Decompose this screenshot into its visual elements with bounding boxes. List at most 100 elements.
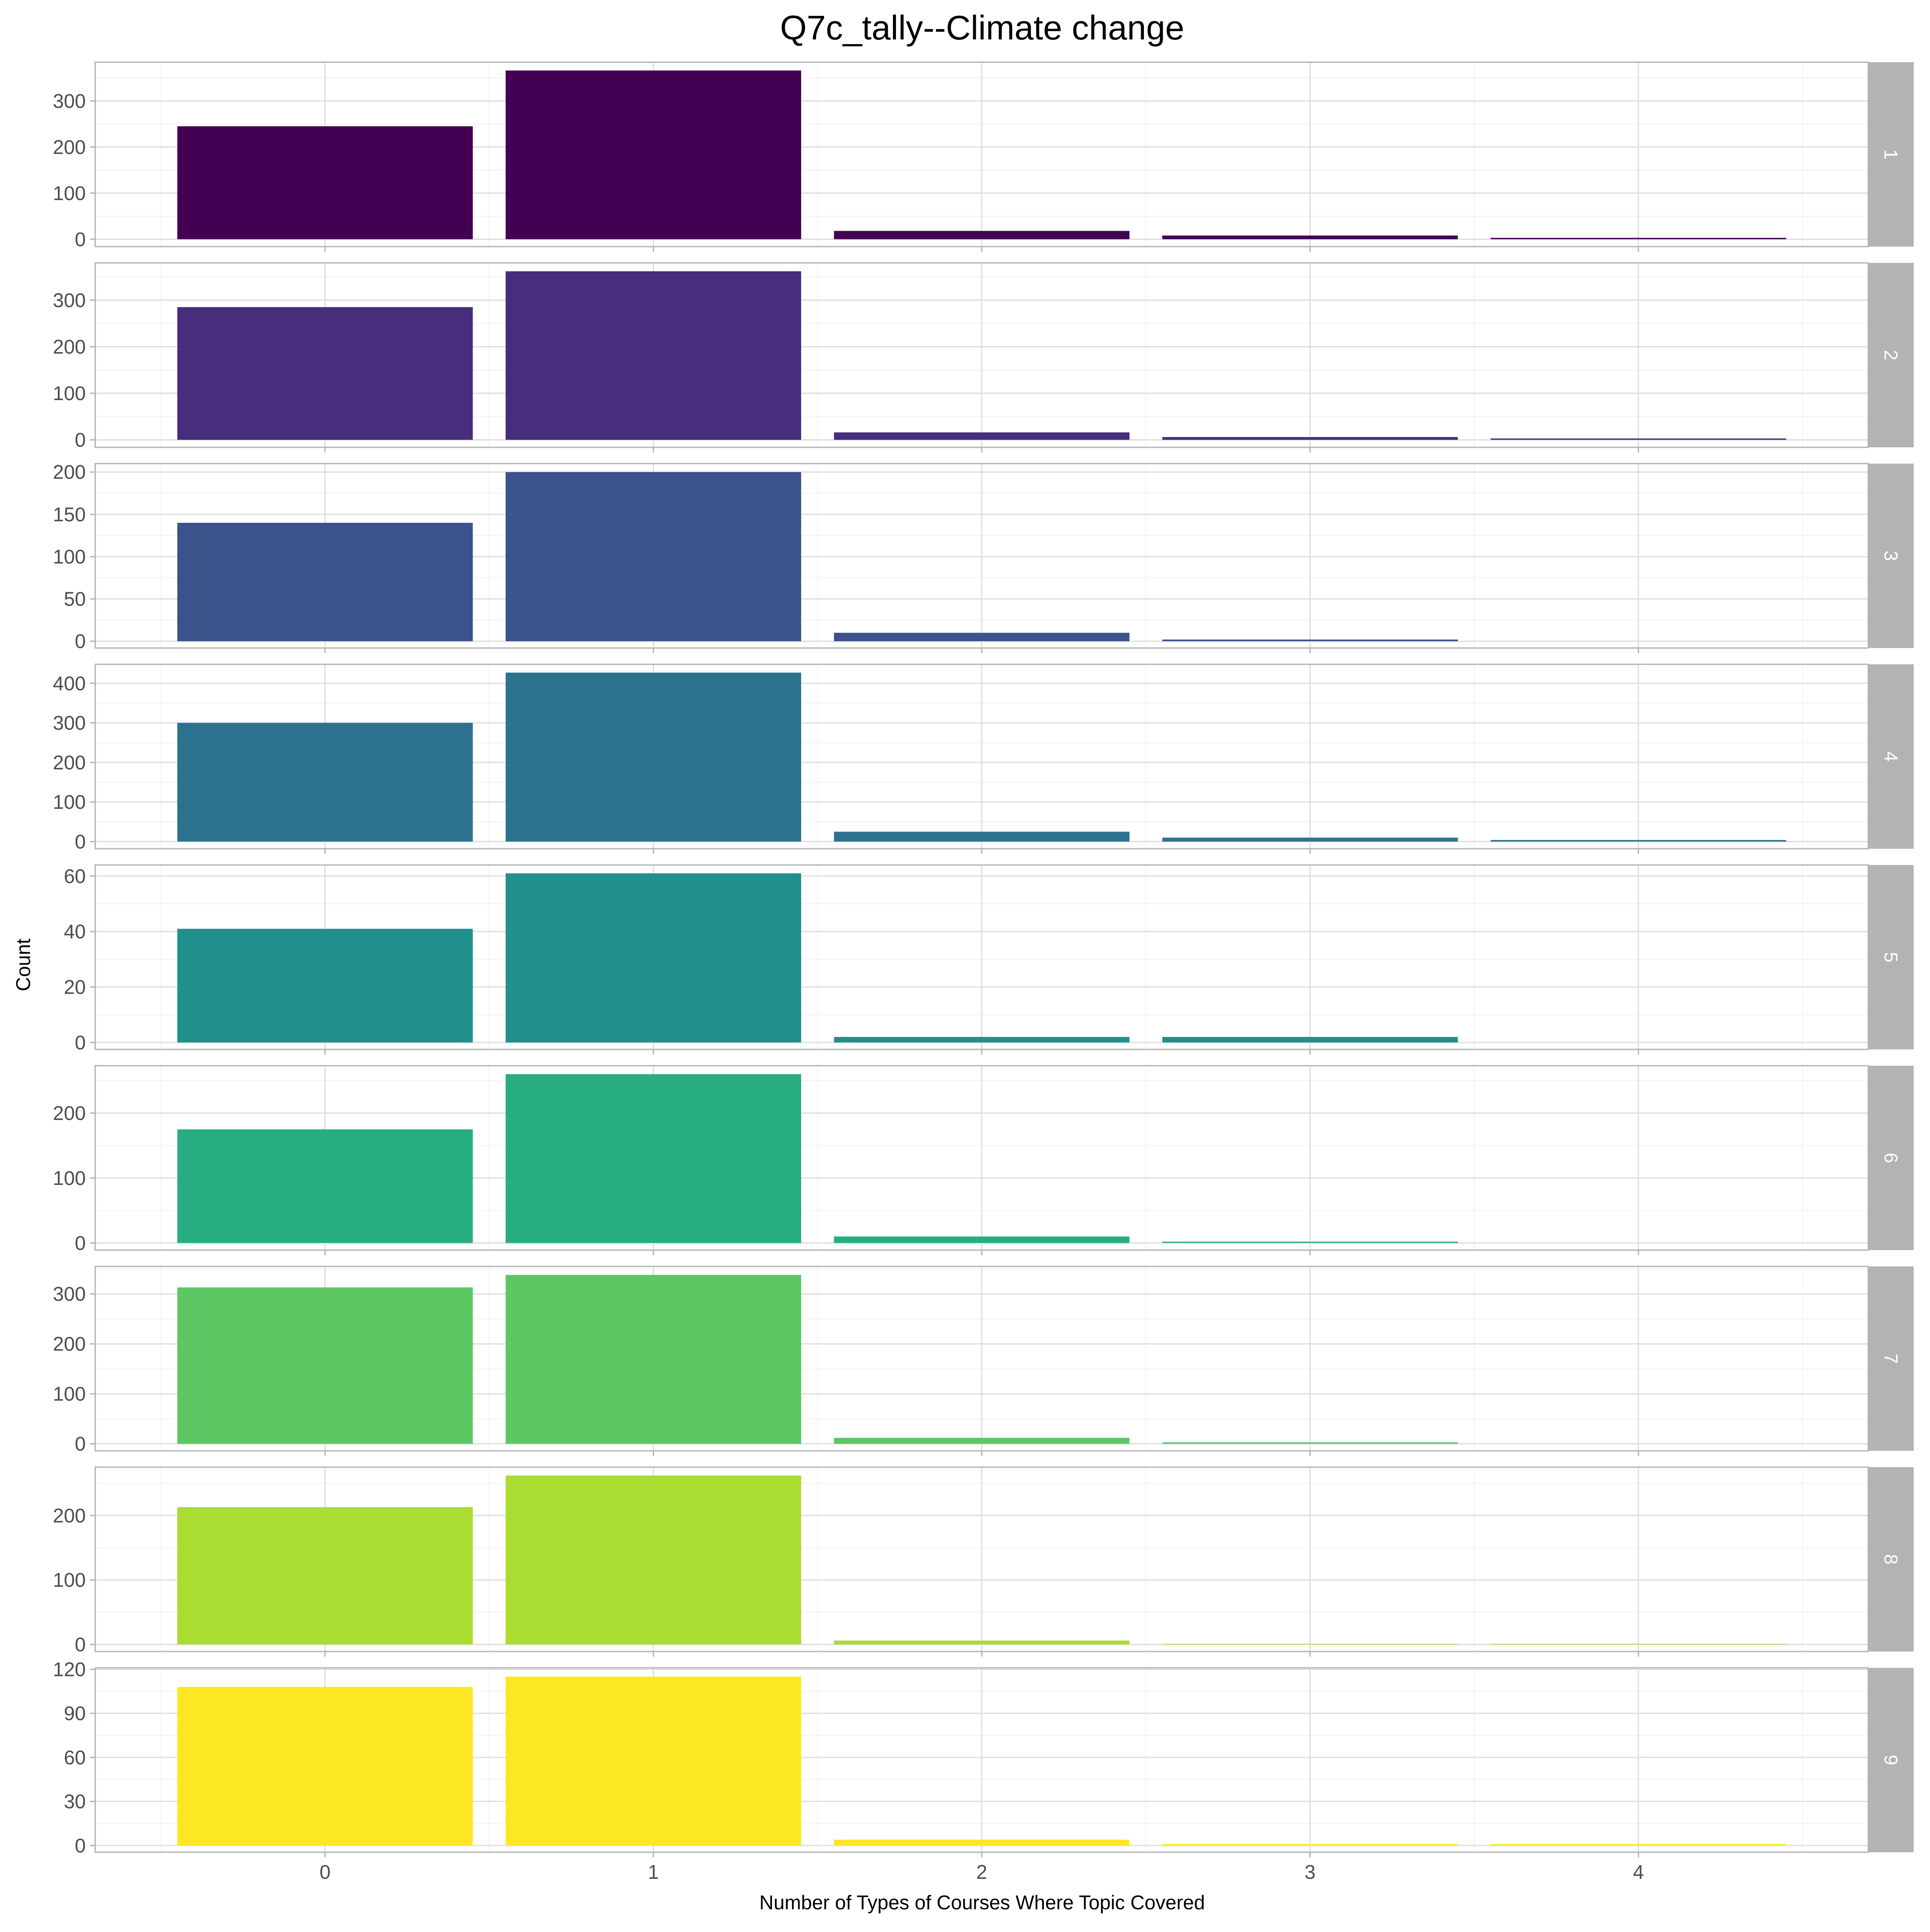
bar-panel-1-cat-0 bbox=[177, 126, 473, 239]
y-tick-label: 300 bbox=[53, 90, 86, 112]
facet-strip-label: 5 bbox=[1880, 952, 1901, 962]
bar-panel-8-cat-4 bbox=[1490, 1643, 1786, 1645]
y-tick-label: 100 bbox=[53, 546, 86, 568]
facet-panel-5: 0 20 40 60 5 bbox=[64, 864, 1914, 1055]
facet-strip-label: 8 bbox=[1880, 1554, 1901, 1564]
facet-strip-label: 6 bbox=[1880, 1153, 1901, 1163]
facet-panel-9: 0 30 60 90 120 9 bbox=[53, 1658, 1914, 1857]
bar-panel-9-cat-0 bbox=[177, 1687, 473, 1846]
y-tick-label: 60 bbox=[64, 865, 86, 887]
bar-panel-9-cat-2 bbox=[834, 1839, 1130, 1846]
bar-panel-8-cat-0 bbox=[177, 1507, 473, 1645]
y-tick-label: 200 bbox=[53, 136, 86, 158]
facet-strip-label: 2 bbox=[1880, 350, 1901, 360]
facet-panels: 0100200300101002003002050100150200301002… bbox=[53, 61, 1914, 1857]
y-tick-label: 200 bbox=[53, 751, 86, 774]
y-tick-label: 200 bbox=[53, 335, 86, 358]
bar-panel-1-cat-1 bbox=[505, 70, 801, 239]
bar-panel-7-cat-0 bbox=[177, 1287, 473, 1444]
x-tick-label: 1 bbox=[648, 1861, 659, 1883]
y-tick-label: 100 bbox=[53, 182, 86, 204]
y-tick-label: 0 bbox=[75, 429, 86, 451]
facet-strip bbox=[1868, 263, 1914, 447]
bar-panel-7-cat-2 bbox=[834, 1438, 1130, 1444]
facet-strip bbox=[1868, 664, 1914, 849]
bar-panel-8-cat-1 bbox=[505, 1475, 801, 1645]
bar-panel-4-cat-4 bbox=[1490, 840, 1786, 842]
y-tick-label: 20 bbox=[64, 976, 86, 998]
x-tick-label: 3 bbox=[1305, 1861, 1316, 1883]
facet-panel-4: 0 100 200 300 400 4 bbox=[53, 663, 1914, 854]
y-tick-label: 0 bbox=[75, 1031, 86, 1054]
facet-panel-2: 0 100 200 300 2 bbox=[53, 262, 1914, 452]
bar-panel-5-cat-3 bbox=[1162, 1037, 1458, 1043]
y-tick-label: 0 bbox=[75, 830, 86, 853]
facet-strip bbox=[1868, 1668, 1914, 1852]
y-tick-label: 120 bbox=[53, 1658, 86, 1680]
bar-panel-2-cat-1 bbox=[505, 271, 801, 440]
bar-panel-6-cat-1 bbox=[505, 1074, 801, 1243]
bar-panel-9-cat-1 bbox=[505, 1676, 801, 1846]
y-tick-label: 100 bbox=[53, 1167, 86, 1189]
bar-panel-4-cat-3 bbox=[1162, 838, 1458, 842]
y-tick-label: 0 bbox=[75, 1633, 86, 1655]
bar-panel-2-cat-3 bbox=[1162, 437, 1458, 440]
x-axis: 0 1 2 3 4 bbox=[320, 1861, 1644, 1883]
bar-panel-3-cat-1 bbox=[505, 472, 801, 642]
y-tick-label: 0 bbox=[75, 1433, 86, 1455]
bar-panel-1-cat-3 bbox=[1162, 235, 1458, 239]
y-tick-label: 0 bbox=[75, 630, 86, 652]
bar-panel-6-cat-2 bbox=[834, 1236, 1130, 1243]
bar-panel-1-cat-2 bbox=[834, 231, 1130, 239]
y-tick-label: 200 bbox=[53, 1102, 86, 1124]
chart-title: Q7c_tally--Climate change bbox=[780, 9, 1185, 47]
y-tick-label: 300 bbox=[53, 1283, 86, 1305]
facet-panel-8: 0 100 200 8 bbox=[53, 1466, 1914, 1657]
y-tick-label: 100 bbox=[53, 382, 86, 404]
y-tick-label: 100 bbox=[53, 791, 86, 813]
y-tick-label: 100 bbox=[53, 1383, 86, 1405]
bar-panel-8-cat-2 bbox=[834, 1640, 1130, 1645]
bar-panel-7-cat-3 bbox=[1162, 1442, 1458, 1444]
bar-panel-4-cat-0 bbox=[177, 723, 473, 842]
y-tick-label: 0 bbox=[75, 1232, 86, 1254]
bar-panel-5-cat-1 bbox=[505, 873, 801, 1043]
bar-panel-3-cat-2 bbox=[834, 633, 1130, 642]
x-tick-label: 4 bbox=[1633, 1861, 1644, 1883]
facet-strip bbox=[1868, 62, 1914, 247]
bar-panel-3-cat-0 bbox=[177, 523, 473, 642]
y-tick-label: 300 bbox=[53, 289, 86, 311]
y-tick-label: 200 bbox=[53, 1333, 86, 1355]
bar-panel-2-cat-4 bbox=[1490, 438, 1786, 440]
y-tick-label: 200 bbox=[53, 1504, 86, 1527]
bar-panel-6-cat-0 bbox=[177, 1129, 473, 1243]
x-tick-label: 0 bbox=[320, 1861, 331, 1883]
bar-panel-5-cat-0 bbox=[177, 928, 473, 1043]
facet-panel-3: 0 50 100 150 200 3 bbox=[53, 461, 1914, 653]
bar-panel-4-cat-1 bbox=[505, 672, 801, 842]
facet-strip bbox=[1868, 1066, 1914, 1250]
facet-strip bbox=[1868, 464, 1914, 648]
facet-strip-label: 4 bbox=[1880, 751, 1901, 762]
bar-panel-9-cat-4 bbox=[1490, 1844, 1786, 1846]
facet-panel-7: 0 100 200 300 7 bbox=[53, 1266, 1914, 1456]
y-tick-label: 150 bbox=[53, 503, 86, 525]
y-tick-label: 90 bbox=[64, 1702, 86, 1724]
bar-panel-1-cat-4 bbox=[1490, 238, 1786, 239]
bar-panel-9-cat-3 bbox=[1162, 1844, 1458, 1846]
y-tick-label: 40 bbox=[64, 920, 86, 943]
y-tick-label: 100 bbox=[53, 1569, 86, 1591]
facet-strip bbox=[1868, 865, 1914, 1049]
bar-panel-7-cat-1 bbox=[505, 1275, 801, 1444]
bar-panel-4-cat-2 bbox=[834, 832, 1130, 842]
bar-panel-2-cat-2 bbox=[834, 432, 1130, 440]
bar-panel-6-cat-3 bbox=[1162, 1242, 1458, 1243]
y-tick-label: 60 bbox=[64, 1746, 86, 1769]
x-axis-title: Number of Types of Courses Where Topic C… bbox=[760, 1891, 1205, 1914]
bar-panel-5-cat-2 bbox=[834, 1037, 1130, 1043]
facet-strip-label: 9 bbox=[1880, 1755, 1901, 1765]
y-tick-label: 0 bbox=[75, 228, 86, 250]
y-tick-label: 400 bbox=[53, 672, 86, 694]
